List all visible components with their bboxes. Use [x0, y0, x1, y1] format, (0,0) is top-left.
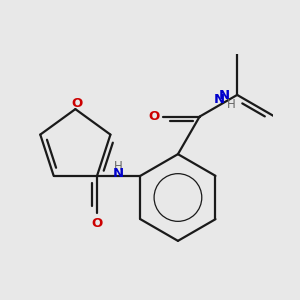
Text: Br: Br	[271, 0, 287, 3]
Text: N: N	[214, 93, 225, 106]
Text: O: O	[92, 218, 103, 230]
Text: O: O	[71, 97, 83, 110]
Text: O: O	[148, 110, 160, 123]
Text: H: H	[227, 98, 236, 111]
Text: H: H	[114, 160, 123, 173]
Text: N: N	[219, 89, 230, 102]
Text: N: N	[113, 167, 124, 180]
